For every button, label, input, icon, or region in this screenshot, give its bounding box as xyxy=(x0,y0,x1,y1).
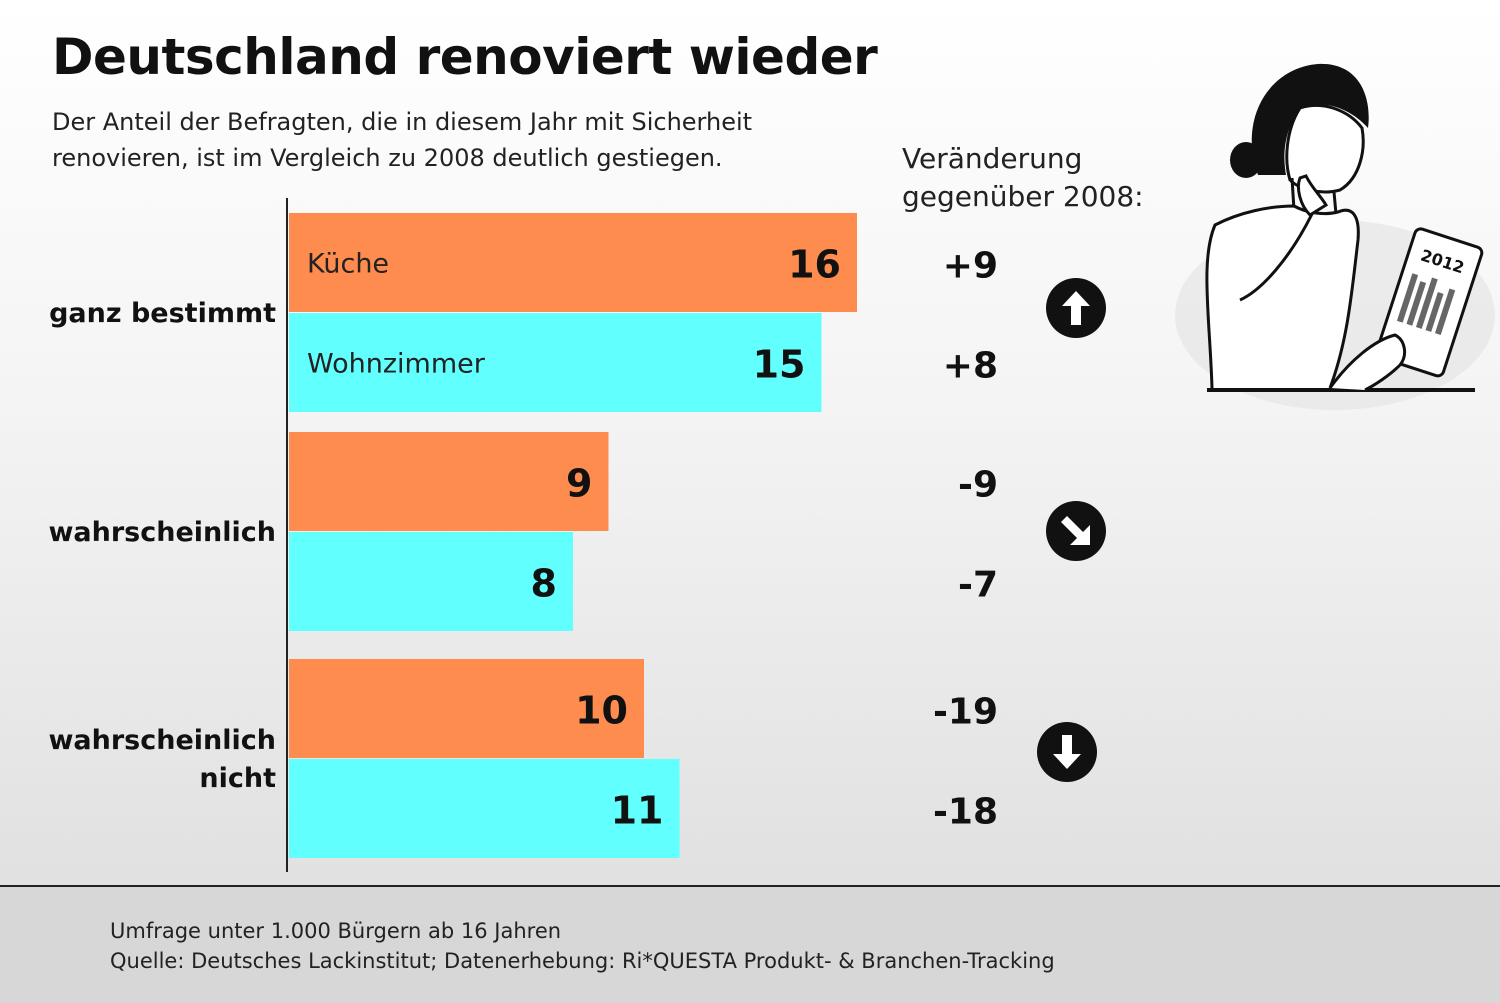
category-label: ganz bestimmt xyxy=(49,298,276,329)
arrow-down-icon xyxy=(1037,722,1097,782)
data-label: 10 xyxy=(575,689,628,733)
arrow-down-right-icon xyxy=(1046,501,1106,561)
woman-thinking-icon: 2012 xyxy=(1175,63,1495,410)
category-label: wahrscheinlich xyxy=(48,517,276,548)
category-label: wahrscheinlich xyxy=(48,725,276,756)
bar-kueche xyxy=(289,659,644,758)
chart-subtitle: Der Anteil der Befragten, die in diesem … xyxy=(52,108,753,172)
change-value: -9 xyxy=(958,465,998,506)
change-value: -7 xyxy=(958,565,998,606)
data-label: 15 xyxy=(753,343,806,387)
bar-kueche xyxy=(289,432,609,531)
data-label: 8 xyxy=(531,562,557,606)
change-value: +8 xyxy=(943,346,998,387)
source-note: Quelle: Deutsches Lackinstitut; Datenerh… xyxy=(110,949,1055,973)
series-label: Wohnzimmer xyxy=(307,349,486,380)
arrow-up-icon xyxy=(1046,278,1106,338)
footer: Umfrage unter 1.000 Bürgern ab 16 Jahren… xyxy=(0,885,1500,1003)
change-value: -18 xyxy=(933,792,998,833)
chart-title: Deutschland renoviert wieder xyxy=(52,28,878,86)
change-value: +9 xyxy=(943,246,998,287)
change-value: -19 xyxy=(933,692,998,733)
bar-chart: 16 Küche +9 15 Wohnzimmer +8 ganz bestimmt 9 -9 8… xyxy=(48,63,1495,872)
survey-note: Umfrage unter 1.000 Bürgern ab 16 Jahren xyxy=(110,919,562,943)
bar-wohnzimmer xyxy=(289,313,822,412)
bar-kueche xyxy=(289,213,857,312)
change-header: Veränderung gegenüber 2008: xyxy=(902,142,1144,213)
bar-wohnzimmer xyxy=(289,759,680,858)
category-label: nicht xyxy=(199,763,276,794)
data-label: 16 xyxy=(788,243,841,287)
data-label: 9 xyxy=(566,462,592,506)
bar-wohnzimmer xyxy=(289,532,573,631)
series-label: Küche xyxy=(307,249,389,280)
data-label: 11 xyxy=(611,789,664,833)
